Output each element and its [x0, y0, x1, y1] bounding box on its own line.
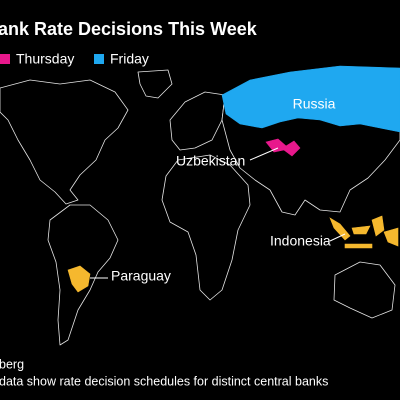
north-america: [0, 79, 129, 205]
legend-label: Friday: [110, 51, 149, 67]
europe: [169, 91, 226, 151]
country-label: Russia: [293, 96, 336, 112]
australia: [333, 261, 396, 319]
country-indonesia: [329, 215, 399, 249]
country-label: Indonesia: [270, 233, 331, 249]
country-label: Uzbekistan: [176, 153, 245, 169]
note: data show rate decision schedules for di…: [0, 374, 328, 388]
legend-swatch: [94, 54, 104, 64]
legend-swatch: [0, 54, 10, 64]
continents: [0, 69, 400, 346]
leader-line: [249, 147, 279, 161]
source: berg: [0, 357, 24, 371]
country-label: Paraguay: [111, 268, 171, 284]
country-uzbekistan: [265, 138, 301, 157]
country-paraguay: [67, 265, 91, 293]
title: ank Rate Decisions This Week: [0, 19, 258, 39]
africa: [161, 154, 251, 301]
country-russia: [221, 65, 400, 133]
legend-label: Thursday: [16, 51, 74, 67]
leader-line: [329, 233, 346, 242]
greenland: [137, 69, 173, 99]
